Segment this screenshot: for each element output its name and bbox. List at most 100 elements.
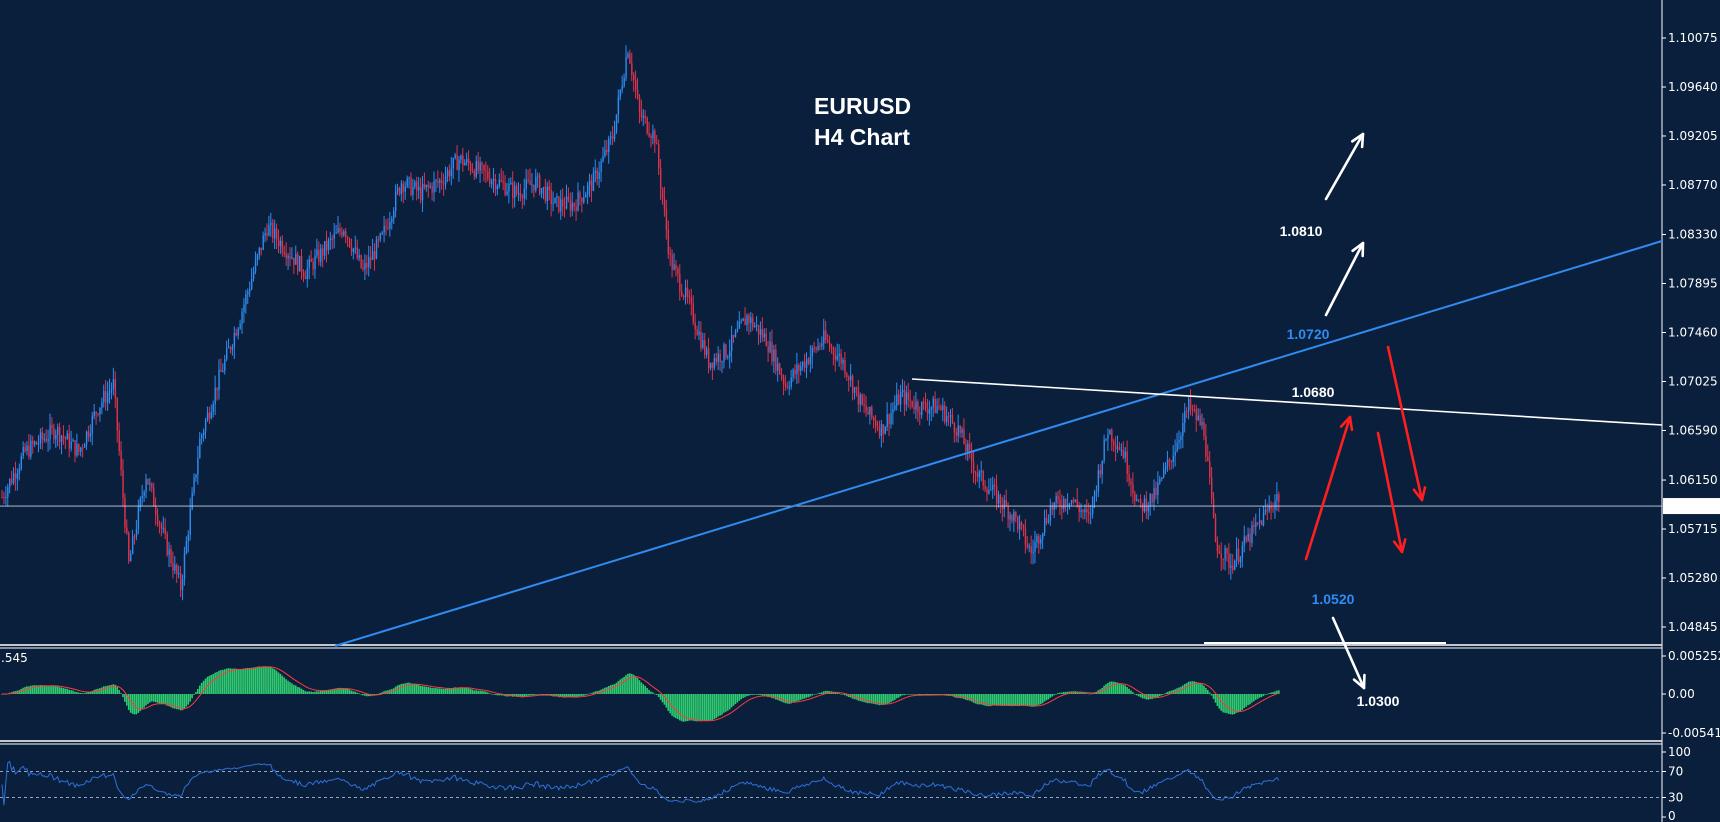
macd-bar [1243,694,1246,709]
macd-bar [934,694,936,695]
macd-bar [730,694,733,708]
candle-body [460,155,462,160]
macd-bar [811,694,814,696]
macd-bar [696,694,698,722]
macd-bar [37,685,40,694]
macd-bar [813,694,815,695]
macd-bar [581,694,583,697]
macd-bar [483,691,485,694]
macd-bar [406,682,408,694]
candle-body [393,210,395,219]
candle-body [479,162,481,171]
price-tick-label: 1.04845 [1668,620,1718,634]
macd-bar [1049,694,1052,698]
macd-bar [331,689,334,694]
candle-body [231,347,234,350]
candle-body [1174,451,1176,456]
macd-bar [667,694,670,711]
macd-bar [440,688,443,694]
candle-body [750,317,752,324]
macd-bar [1032,694,1034,707]
macd-bar [1061,692,1063,694]
macd-bar [840,693,842,695]
macd-bar [650,691,652,694]
macd-bar [559,694,562,698]
price-tick-label: 1.07025 [1668,374,1718,388]
candle-body [251,278,253,289]
candle-body [671,255,673,270]
macd-bar [252,667,255,694]
candle-body [210,412,213,419]
candle-body [980,470,982,472]
candle-body [1040,538,1042,544]
candle-body [337,228,339,233]
macd-bar [582,694,585,696]
macd-bar [30,685,32,694]
candle-body [1043,517,1046,533]
candle-body [859,394,862,405]
candle-body [625,57,627,78]
candle-body [821,343,823,346]
candle-body [32,440,34,445]
candle-body [794,369,796,375]
macd-bar [1084,692,1086,694]
macd-bar [1205,687,1207,694]
current-price-box [1663,498,1720,515]
candle-body [1097,470,1100,492]
candle-body [396,188,399,192]
candle-body [967,443,969,452]
macd-bar [1089,693,1092,695]
candle-body [57,426,59,435]
candle-body [162,528,165,530]
macd-bar [778,694,781,701]
macd-bar [1080,692,1082,694]
candle-body [1059,499,1061,507]
macd-bar [1064,691,1067,694]
macd-bar [1122,684,1125,694]
candle-body [619,89,622,97]
macd-bar [438,688,441,694]
candle-body [1055,496,1057,503]
candle-body [1091,496,1094,514]
candle-body [504,182,506,195]
candle-body [41,432,44,440]
candle-body [1214,516,1217,542]
candle-body [462,155,464,166]
price-tick-label: 1.08770 [1668,178,1718,192]
candle-body [9,479,11,488]
macd-bar [1254,694,1257,700]
macd-bar [1124,685,1126,694]
candle-body [481,162,483,166]
candle-body [679,274,681,292]
candle-body [658,144,660,168]
macd-bar [759,694,762,695]
macd-bar [569,694,572,698]
macd-bar [920,694,923,695]
candle-body [341,231,343,236]
macd-bar [471,689,474,694]
candle-body [395,191,397,211]
candle-body [525,179,527,189]
candle-body [706,348,708,355]
macd-bar [792,694,794,703]
candle-body [1074,499,1077,502]
candle-body [596,170,598,180]
macd-bar [525,694,527,697]
macd-bar [1053,694,1055,696]
candle-body [345,231,347,238]
candle-body [886,414,888,428]
candle-body [769,341,771,353]
macd-bar [970,694,973,702]
macd-bar [671,694,673,716]
candle-body [452,158,454,169]
candle-body [540,188,543,194]
candle-body [387,227,389,229]
candle-body [1132,484,1134,494]
price-tick-label: 1.10075 [1668,31,1718,45]
macd-bar [366,694,368,697]
macd-bar [444,689,447,694]
candle-body [736,328,739,332]
candle-body [654,130,656,144]
macd-bar [66,688,69,694]
